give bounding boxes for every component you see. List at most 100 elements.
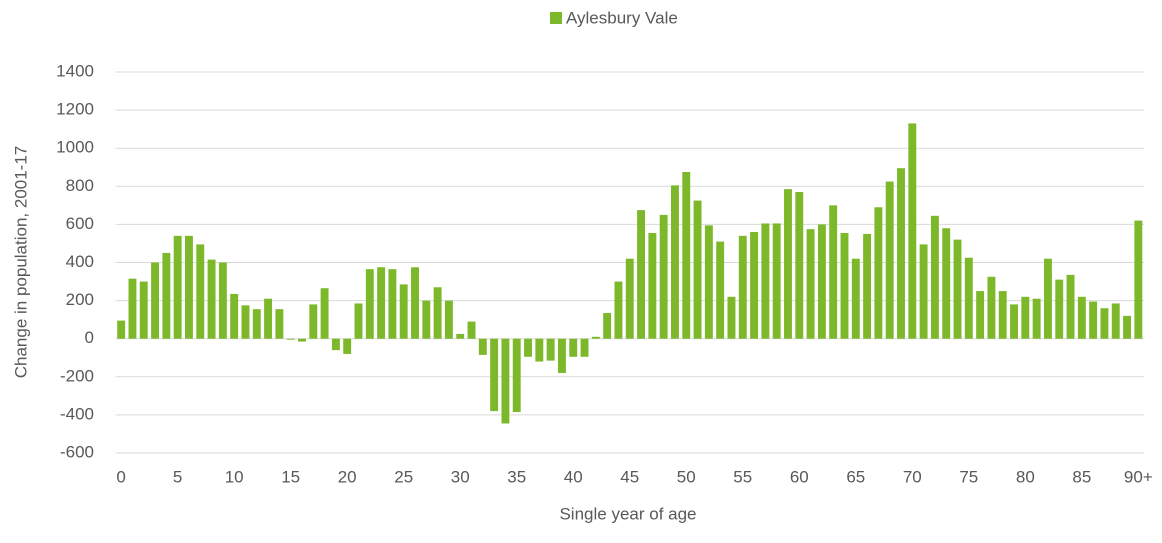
bar <box>1089 301 1098 339</box>
bar <box>1055 279 1064 339</box>
x-tick-label: 20 <box>338 467 357 486</box>
x-tick-label: 40 <box>564 467 583 486</box>
bar <box>411 267 419 339</box>
y-axis-label: Change in population, 2001-17 <box>11 146 30 379</box>
x-tick-label: 50 <box>677 467 696 486</box>
bar <box>784 189 792 339</box>
bar <box>817 224 826 339</box>
bar <box>433 287 442 339</box>
bar <box>320 288 329 339</box>
bar <box>682 172 691 339</box>
bar <box>659 214 668 339</box>
bar <box>1032 298 1041 339</box>
bar <box>648 232 657 339</box>
bar <box>309 304 318 339</box>
y-tick-label: 0 <box>85 328 94 347</box>
bar <box>1043 258 1052 339</box>
bar <box>569 338 578 357</box>
bar <box>998 291 1007 339</box>
bar <box>716 241 725 339</box>
bar <box>953 239 962 339</box>
y-tick-label: 800 <box>66 176 94 195</box>
x-tick-label: 15 <box>281 467 300 486</box>
bar <box>829 205 838 339</box>
bar <box>535 338 544 362</box>
y-tick-label: -200 <box>60 366 94 385</box>
bar <box>840 232 849 339</box>
bar <box>207 259 216 339</box>
y-tick-label: 600 <box>66 214 94 233</box>
bar <box>603 312 612 339</box>
bar <box>863 233 872 339</box>
bar <box>1066 274 1075 339</box>
bar <box>512 338 521 413</box>
x-tick-label: 55 <box>733 467 752 486</box>
bar <box>467 321 476 339</box>
x-tick-label: 75 <box>959 467 978 486</box>
legend-label: Aylesbury Vale <box>566 8 678 27</box>
bar <box>1010 304 1018 339</box>
y-tick-label: 1400 <box>56 61 94 80</box>
bar <box>524 338 532 357</box>
x-tick-label: 85 <box>1072 467 1091 486</box>
x-axis-label: Single year of age <box>559 504 696 523</box>
bar <box>1111 303 1120 339</box>
bar <box>557 338 566 373</box>
bar <box>1123 315 1132 339</box>
y-tick-label: -400 <box>60 404 94 423</box>
bar <box>456 333 465 339</box>
bar <box>241 305 250 339</box>
bar <box>795 192 804 339</box>
bar <box>298 338 306 342</box>
bar <box>252 309 261 339</box>
y-tick-label: 1200 <box>56 100 94 119</box>
legend-swatch <box>550 12 562 24</box>
bar <box>806 229 815 339</box>
bar <box>750 232 759 339</box>
bar <box>693 200 702 339</box>
x-tick-label: 35 <box>507 467 526 486</box>
bar <box>196 244 205 339</box>
x-tick-label: 30 <box>451 467 470 486</box>
bar <box>230 293 239 339</box>
x-tick-label: 0 <box>116 467 125 486</box>
bar <box>976 291 985 339</box>
bar <box>139 281 148 339</box>
bar <box>987 276 996 339</box>
bar <box>591 336 600 339</box>
x-tick-label: 60 <box>790 467 809 486</box>
x-tick-label: 25 <box>394 467 413 486</box>
bar <box>738 235 747 339</box>
bar <box>117 320 126 339</box>
bar <box>851 258 860 339</box>
bar <box>671 185 679 339</box>
y-tick-label: 1000 <box>56 138 94 157</box>
bar <box>1077 296 1086 339</box>
bar <box>354 303 363 339</box>
bar <box>377 267 386 339</box>
bar <box>128 278 137 339</box>
bar <box>964 257 973 339</box>
bar <box>422 300 431 339</box>
bar <box>625 258 634 339</box>
bar <box>286 338 295 340</box>
bar <box>897 168 905 339</box>
bar <box>580 338 589 357</box>
bar <box>761 223 770 339</box>
bar <box>444 300 453 339</box>
bar <box>162 252 171 339</box>
bar <box>331 338 340 351</box>
bar <box>399 284 408 339</box>
y-tick-label: 200 <box>66 290 94 309</box>
x-tick-label: 80 <box>1016 467 1035 486</box>
bar <box>478 338 487 355</box>
y-tick-label: 400 <box>66 252 94 271</box>
bar <box>264 298 273 339</box>
bar <box>614 281 623 339</box>
x-tick-label: 90+ <box>1124 467 1153 486</box>
bar <box>874 207 883 339</box>
bar <box>1021 296 1030 339</box>
x-tick-label: 5 <box>173 467 182 486</box>
bar <box>1100 308 1109 339</box>
bar <box>546 338 555 361</box>
